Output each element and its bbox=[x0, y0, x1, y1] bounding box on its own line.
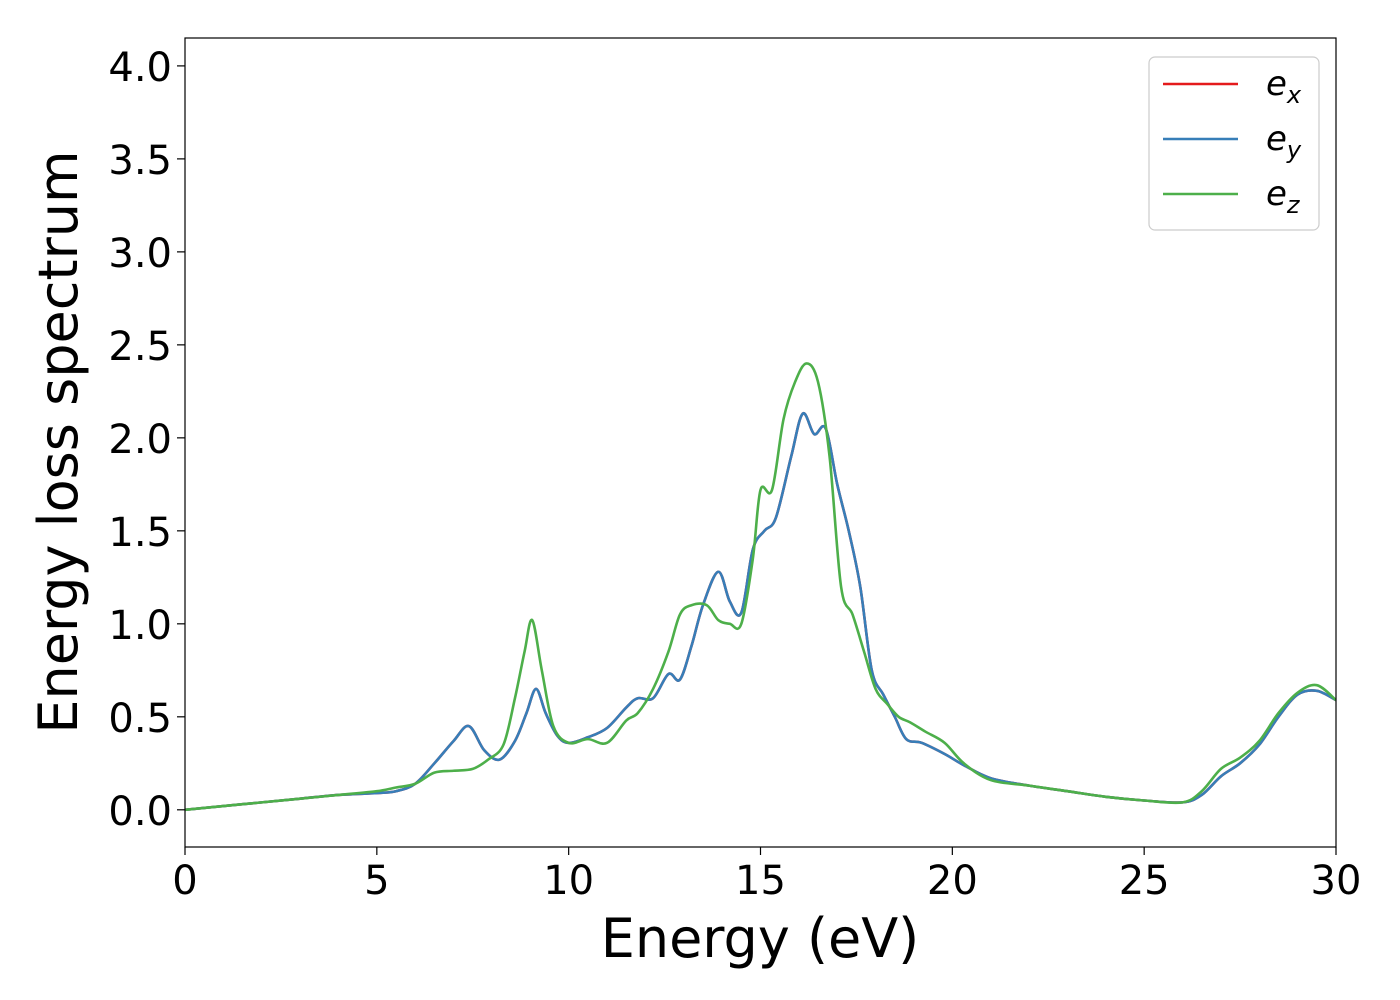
series-line-z bbox=[185, 362, 1336, 812]
y-tick-label: 2.0 bbox=[108, 417, 172, 463]
legend: ex ey ez bbox=[1148, 56, 1320, 231]
x-tick-label: 20 bbox=[927, 858, 978, 904]
legend-label-z: ez bbox=[1266, 174, 1301, 219]
x-tick-label: 10 bbox=[543, 858, 594, 904]
y-axis-title: Energy loss spectrum bbox=[27, 150, 90, 733]
y-tick-label: 3.5 bbox=[108, 138, 172, 184]
y-tick-label: 3.0 bbox=[108, 231, 172, 277]
x-axis-title: Energy (eV) bbox=[601, 907, 920, 970]
x-tick-label: 30 bbox=[1311, 858, 1362, 904]
legend-label-y: ey bbox=[1266, 119, 1302, 164]
y-tick-label: 4.0 bbox=[108, 45, 172, 91]
legend-label-x: ex bbox=[1266, 64, 1302, 109]
y-tick-label: 0.5 bbox=[108, 696, 172, 742]
x-axis: 0 5 10 15 20 25 30 bbox=[172, 847, 1361, 904]
y-axis: 0.0 0.5 1.0 1.5 2.0 2.5 3.0 3.5 4.0 bbox=[108, 45, 185, 835]
y-tick-label: 1.0 bbox=[108, 603, 172, 649]
legend-box bbox=[1148, 56, 1320, 231]
y-tick-label: 0.0 bbox=[108, 789, 172, 835]
y-tick-label: 2.5 bbox=[108, 324, 172, 370]
x-tick-label: 25 bbox=[1119, 858, 1170, 904]
series-line-x bbox=[185, 412, 1336, 812]
series-layer bbox=[185, 362, 1336, 812]
y-tick-label: 1.5 bbox=[108, 510, 172, 556]
x-tick-label: 0 bbox=[172, 858, 197, 904]
x-tick-label: 15 bbox=[735, 858, 786, 904]
series-line-y bbox=[185, 412, 1336, 812]
x-tick-label: 5 bbox=[364, 858, 389, 904]
